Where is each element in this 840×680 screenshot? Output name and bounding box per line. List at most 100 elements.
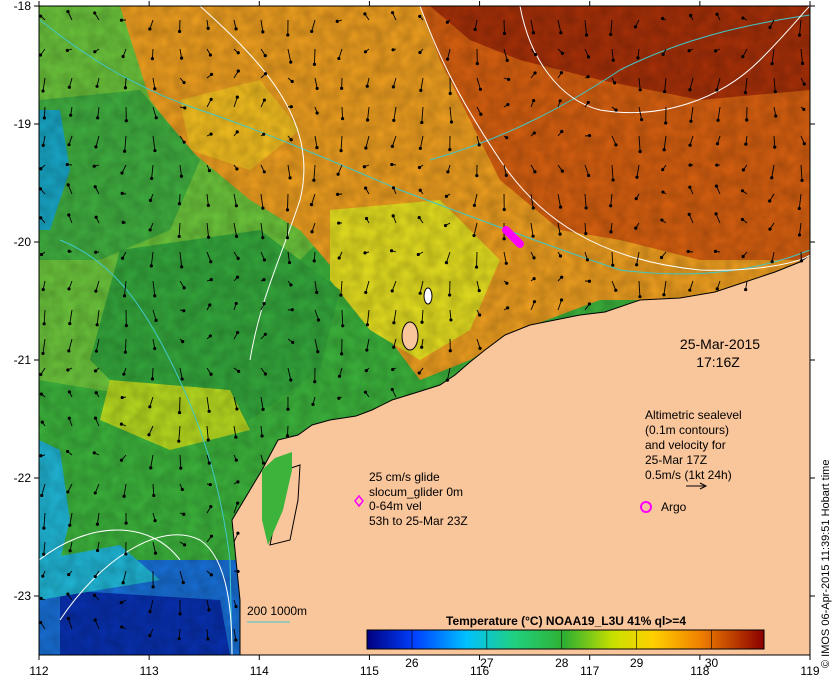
velocity-vector-head [662, 293, 666, 297]
velocity-vector-head [686, 249, 690, 254]
velocity-vector-head [261, 407, 265, 411]
velocity-vector-head [741, 168, 745, 172]
velocity-vector [366, 338, 370, 351]
velocity-vector-head [586, 55, 591, 59]
velocity-vector-head [390, 387, 394, 392]
velocity-vector [690, 106, 694, 122]
colorbar-tick-label: 28 [555, 656, 569, 670]
velocity-vector-head [177, 637, 181, 641]
velocity-vector [314, 48, 316, 65]
velocity-vector-head [93, 369, 98, 373]
latitude-axis: -18 -19 -20 -21 -22 -23 [14, 0, 815, 603]
velocity-vector-head [504, 173, 508, 177]
velocity-vector-head [209, 278, 213, 282]
velocity-vector [638, 106, 643, 120]
velocity-vector-head [94, 391, 98, 395]
velocity-vector-head [662, 148, 666, 152]
velocity-vector-head [95, 548, 100, 553]
velocity-vector-head [445, 57, 450, 61]
velocity-vector-head [182, 286, 186, 290]
velocity-vector-head [290, 308, 294, 312]
velocity-vector [68, 77, 73, 88]
velocity-vector [149, 396, 154, 407]
velocity-vector-head [417, 371, 421, 375]
velocity-vector-head [417, 165, 422, 170]
velocity-vector-head [558, 254, 563, 258]
velocity-vector [179, 454, 182, 469]
velocity-vector [124, 280, 127, 296]
velocity-vector-head [148, 633, 152, 638]
velocity-vector-head [800, 178, 804, 182]
velocity-vector [206, 628, 209, 639]
velocity-vector-head [337, 56, 341, 61]
velocity-vector-head [68, 523, 72, 527]
velocity-vector [393, 106, 397, 121]
velocity-vector-head [713, 249, 718, 253]
velocity-vector-head [285, 208, 290, 212]
velocity-vector [124, 135, 127, 152]
velocity-vector [43, 541, 46, 555]
velocity-vector-head [65, 449, 70, 454]
velocity-vector [233, 222, 238, 237]
lon-tick-label: 116 [470, 664, 489, 678]
velocity-vector-head [41, 89, 45, 93]
velocity-vector [69, 309, 73, 324]
velocity-vector-head [475, 174, 479, 178]
velocity-vector [449, 106, 452, 123]
lat-tick-label: -20 [14, 235, 32, 249]
velocity-vector-head [391, 186, 396, 190]
velocity-vector [314, 338, 319, 352]
velocity-vector-head [40, 493, 44, 498]
velocity-vector-head [180, 377, 184, 381]
velocity-vector [150, 454, 154, 468]
velocity-vector-head [67, 349, 71, 353]
velocity-vector-head [558, 232, 562, 236]
velocity-vector-head [120, 256, 125, 260]
velocity-vector [233, 396, 238, 410]
velocity-vector-head [715, 287, 719, 291]
velocity-vector-head [609, 32, 613, 37]
velocity-vector-head [416, 252, 420, 257]
velocity-vector-head [799, 259, 804, 263]
velocity-vector-head [124, 119, 128, 123]
velocity-vector [420, 77, 424, 91]
velocity-vector-head [688, 185, 692, 189]
velocity-vector-head [584, 206, 588, 210]
velocity-vector-head [473, 27, 477, 32]
velocity-vector-head [502, 207, 506, 212]
velocity-vector-head [289, 60, 293, 64]
velocity-vector [773, 135, 776, 148]
velocity-vector-head [262, 258, 266, 262]
velocity-vector-head [285, 236, 290, 240]
velocity-vector-head [559, 71, 564, 75]
velocity-vector [474, 19, 478, 30]
scale-arrow-icon [686, 482, 708, 490]
velocity-vector [260, 222, 264, 238]
velocity-vector-head [209, 260, 213, 264]
velocity-vector-head [206, 203, 210, 208]
velocity-vector-head [507, 77, 511, 82]
isobath-contours [39, 14, 810, 655]
velocity-vector-head [312, 259, 316, 263]
velocity-vector [530, 193, 534, 209]
velocity-vector-head [634, 197, 638, 201]
velocity-vector-head [614, 143, 618, 147]
velocity-vector [43, 309, 46, 324]
velocity-vector-head [263, 332, 267, 336]
velocity-vector-head [391, 85, 396, 89]
velocity-vector-head [506, 306, 510, 310]
velocity-vector-head [392, 345, 396, 349]
velocity-vector-head [797, 33, 802, 37]
velocity-vector [391, 280, 397, 292]
isobath-legend-label: 200 1000m [247, 604, 307, 618]
velocity-vector-head [418, 14, 422, 18]
velocity-vector-head [66, 9, 70, 14]
velocity-vector-head [235, 95, 239, 99]
velocity-vector-head [313, 380, 317, 384]
velocity-vector-head [95, 84, 99, 88]
velocity-vector-head [180, 265, 184, 269]
velocity-vector [152, 541, 156, 554]
velocity-vector-head [42, 552, 46, 556]
velocity-vector-head [715, 88, 719, 92]
